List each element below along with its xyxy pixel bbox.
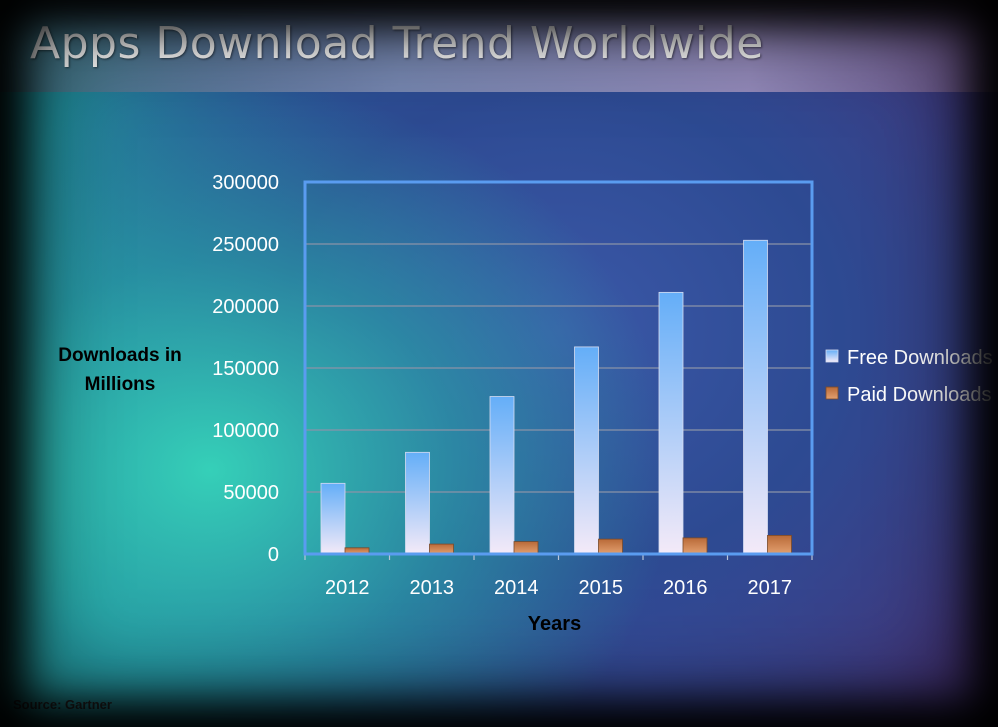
x-tick-label: 2014: [494, 577, 539, 599]
legend: Free Downloads Paid Downloads: [825, 347, 993, 406]
legend-swatch: [825, 386, 839, 400]
bar-free-downloads: [743, 239, 768, 555]
bar-free-downloads: [489, 396, 515, 555]
bar-paid-downloads: [513, 541, 539, 555]
x-tick-label: 2012: [325, 577, 370, 599]
x-tick-label: 2017: [748, 577, 793, 599]
gridlines: [304, 243, 813, 560]
y-tick-label: 50000: [223, 482, 279, 504]
bar-free-downloads: [658, 291, 684, 555]
bar-paid-downloads: [682, 537, 708, 555]
bar-free-downloads: [320, 482, 346, 555]
y-tick-label: 100000: [212, 420, 279, 442]
bars: [320, 239, 792, 555]
legend-swatch: [825, 349, 839, 363]
source-note: Source: Gartner: [13, 697, 112, 712]
slide-title: Apps Download Trend Worldwide: [30, 18, 764, 69]
y-tick-label: 200000: [212, 296, 279, 318]
x-tick-label: 2016: [663, 577, 708, 599]
x-tick-label: 2015: [579, 577, 624, 599]
legend-label: Paid Downloads: [847, 384, 992, 406]
y-tick-label: 250000: [212, 234, 279, 256]
bar-free-downloads: [574, 346, 599, 555]
y-axis-title: Downloads in Millions: [58, 345, 182, 395]
bar-paid-downloads: [767, 535, 792, 555]
y-tick-label: 0: [268, 544, 279, 566]
x-tick-labels: 2012 2013 2014 2015 2016 2017: [325, 577, 792, 599]
title-band: [0, 0, 998, 92]
bar-paid-downloads: [598, 538, 623, 555]
plot-area-border: [303, 180, 814, 556]
bar-free-downloads: [405, 451, 430, 555]
y-tick-label: 150000: [212, 358, 279, 380]
y-tick-label: 300000: [212, 172, 279, 194]
x-tick-label: 2013: [410, 577, 455, 599]
x-axis-title: Years: [528, 613, 581, 635]
legend-label: Free Downloads: [847, 347, 993, 369]
y-tick-labels: 0 50000 100000 150000 200000 250000 300000: [212, 172, 279, 566]
